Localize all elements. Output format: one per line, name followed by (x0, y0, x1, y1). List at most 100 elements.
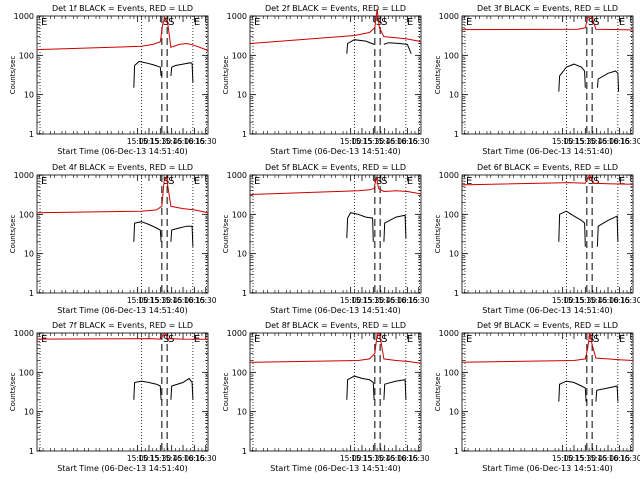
detector-chart: Det 5f BLACK = Events, RED = LLD 1 10 100 10… (222, 163, 430, 315)
chart-title: Det 6f BLACK = Events, RED = LLD (477, 163, 618, 172)
y-tick-label: 100 (19, 368, 34, 377)
time-marker-label: S (593, 334, 599, 345)
time-marker-label: E (254, 334, 260, 345)
x-tick-label: 15:45 (161, 454, 183, 463)
y-axis-label: Counts/sec (434, 56, 442, 95)
y-tick-label: 10 (237, 250, 247, 259)
y-axis-label: Counts/sec (9, 373, 17, 412)
x-tick-label: 15:00 (552, 296, 574, 305)
x-tick-label: 15:45 (586, 137, 608, 146)
events-series-line (596, 215, 619, 247)
x-tick-label: 15:00 (340, 296, 362, 305)
plot-frame (249, 332, 422, 452)
events-series-line (346, 212, 374, 242)
chart-title: Det 2f BLACK = Events, RED = LLD (265, 4, 406, 13)
x-tick-label: 16:30 (408, 137, 430, 146)
events-series-line (558, 210, 586, 247)
events-series-line (383, 42, 412, 54)
detector-chart: Det 6f BLACK = Events, RED = LLD 1 10 100 10… (434, 163, 640, 315)
x-tick-label: 16:30 (195, 137, 217, 146)
x-tick-label: 16:00 (172, 454, 194, 463)
y-tick-label: 10 (449, 408, 459, 417)
x-axis-label: Start Time (06-Dec-13 14:51:40) (57, 147, 188, 156)
y-tick-label: 1000 (439, 171, 459, 180)
plot-frame (461, 332, 634, 452)
lld-series-line (461, 332, 634, 363)
detector-chart: Det 1f BLACK = Events, RED = LLD 1 10 100 10… (9, 4, 217, 156)
y-tick-label: 1 (29, 447, 34, 456)
y-tick-label: 10 (237, 91, 247, 100)
x-tick-label: 16:30 (408, 454, 430, 463)
y-tick-label: 1000 (14, 12, 34, 21)
lld-series-line (461, 15, 634, 31)
lld-series-line (36, 332, 209, 340)
time-marker-label: S (588, 17, 594, 28)
plot-frame (249, 15, 422, 135)
time-marker-label: E (407, 334, 413, 345)
y-axis-label: Counts/sec (9, 215, 17, 254)
events-series-line (133, 380, 162, 400)
time-marker-label: S (593, 176, 599, 187)
x-tick-label: 15:30 (150, 137, 172, 146)
x-tick-label: 15:15 (351, 454, 373, 463)
x-axis-label: Start Time (06-Dec-13 14:51:40) (57, 464, 188, 473)
plot-frame (249, 174, 422, 294)
events-series-line (170, 225, 194, 247)
y-axis-label: Counts/sec (434, 373, 442, 412)
x-tick-label: 15:15 (563, 296, 585, 305)
x-tick-label: 15:15 (138, 454, 160, 463)
events-series-line (383, 379, 407, 400)
x-tick-label: 16:00 (172, 137, 194, 146)
x-tick-label: 15:15 (138, 296, 160, 305)
x-tick-label: 16:15 (397, 454, 419, 463)
y-axis-label: Counts/sec (222, 56, 230, 95)
x-axis-label: Start Time (06-Dec-13 14:51:40) (270, 464, 401, 473)
x-tick-label: 15:30 (150, 454, 172, 463)
y-tick-label: 1000 (227, 12, 247, 21)
plot-frame (461, 174, 634, 294)
detector-chart: Det 7f BLACK = Events, RED = LLD 1 10 100 10… (9, 321, 217, 473)
time-marker-label: S (163, 17, 169, 28)
y-axis-label: Counts/sec (222, 215, 230, 254)
x-tick-label: 15:00 (127, 296, 149, 305)
y-tick-label: 10 (24, 91, 34, 100)
time-marker-label: E (466, 176, 472, 187)
x-axis-label: Start Time (06-Dec-13 14:51:40) (270, 306, 401, 315)
y-tick-label: 1 (242, 289, 247, 298)
time-marker-label: S (168, 334, 174, 345)
y-tick-label: 1 (242, 130, 247, 139)
time-marker-label: E (254, 176, 260, 187)
events-series-line (133, 60, 162, 88)
plot-frame (461, 15, 634, 135)
lld-series-line (249, 332, 422, 364)
chart-title: Det 5f BLACK = Events, RED = LLD (265, 163, 406, 172)
chart-title: Det 1f BLACK = Events, RED = LLD (52, 4, 193, 13)
y-tick-label: 10 (449, 250, 459, 259)
x-tick-label: 16:00 (172, 296, 194, 305)
events-series-line (133, 221, 162, 242)
events-series-line (170, 377, 194, 400)
y-tick-label: 100 (19, 51, 34, 60)
x-tick-label: 16:30 (408, 296, 430, 305)
y-tick-label: 1000 (439, 12, 459, 21)
time-marker-label: E (466, 17, 472, 28)
time-marker-label: S (163, 334, 169, 345)
x-tick-label: 15:45 (161, 137, 183, 146)
y-axis-label: Counts/sec (222, 373, 230, 412)
x-tick-label: 15:15 (563, 137, 585, 146)
y-tick-label: 10 (449, 91, 459, 100)
time-marker-label: E (619, 176, 625, 187)
events-series-line (596, 70, 620, 92)
x-tick-label: 15:30 (363, 137, 385, 146)
x-tick-label: 16:00 (597, 454, 619, 463)
detector-chart: Det 3f BLACK = Events, RED = LLD 1 10 100 10… (434, 4, 640, 156)
x-tick-label: 16:30 (620, 137, 640, 146)
x-tick-label: 16:15 (609, 296, 631, 305)
x-axis-label: Start Time (06-Dec-13 14:51:40) (270, 147, 401, 156)
y-tick-label: 1 (454, 447, 459, 456)
y-axis-label: Counts/sec (434, 215, 442, 254)
y-tick-label: 10 (237, 408, 247, 417)
x-tick-label: 16:15 (184, 296, 206, 305)
time-marker-label: S (381, 17, 387, 28)
y-tick-label: 100 (444, 368, 459, 377)
